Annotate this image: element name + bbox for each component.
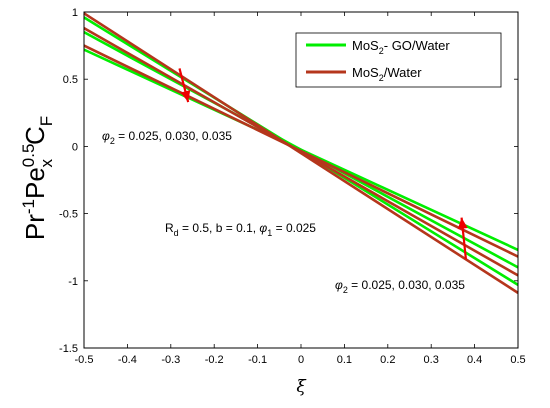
y-tick-label: -0.5 — [59, 209, 78, 221]
legend-label-mos2-water: MoS2/Water — [352, 65, 422, 83]
legend-box — [295, 32, 502, 88]
x-tick-label: 0.2 — [380, 354, 395, 366]
annotation-phi2-lower: φ2 = 0.025, 0.030, 0.035 — [335, 278, 465, 295]
x-tick-label: 0.4 — [467, 354, 482, 366]
series-line-5 — [83, 12, 519, 294]
axis-ticks: -0.5 -0.4 -0.3 -0.2 -0.1 0 0.1 0.2 0.3 0.4 0.5 -1.5… — [59, 7, 526, 366]
x-tick-label: -0.2 — [205, 354, 224, 366]
y-tick-label: 0.5 — [63, 74, 78, 86]
arrow-head-0 — [180, 90, 191, 103]
arrows — [178, 68, 468, 260]
x-axis-label: ξ — [296, 377, 307, 397]
y-tick-label: -1 — [68, 276, 78, 288]
x-tick-label: -0.1 — [248, 354, 267, 366]
annotation-phi2-upper: φ2 = 0.025, 0.030, 0.035 — [102, 129, 232, 146]
plot-lines — [83, 12, 519, 294]
x-tick-label: 0.5 — [510, 354, 525, 366]
y-tick-label: 0 — [72, 141, 78, 153]
x-tick-label: -0.5 — [75, 354, 94, 366]
x-tick-label: 0.1 — [337, 354, 352, 366]
y-tick-label: 1 — [72, 7, 78, 19]
y-tick-label: -1.5 — [59, 343, 78, 355]
annotation-parameters: Rd = 0.5, b = 0.1, φ1 = 0.025 — [165, 221, 316, 238]
legend-label-mos2-go-water: MoS2- GO/Water — [352, 38, 450, 56]
y-axis-label: Pr-1Pe0.5xCF — [19, 116, 56, 240]
x-tick-label: 0 — [298, 354, 304, 366]
x-tick-label: -0.4 — [118, 354, 137, 366]
x-tick-label: -0.3 — [161, 354, 180, 366]
legend: MoS2- GO/Water MoS2/Water — [295, 32, 502, 88]
x-tick-label: 0.3 — [424, 354, 439, 366]
arrow-head-1 — [457, 217, 468, 230]
